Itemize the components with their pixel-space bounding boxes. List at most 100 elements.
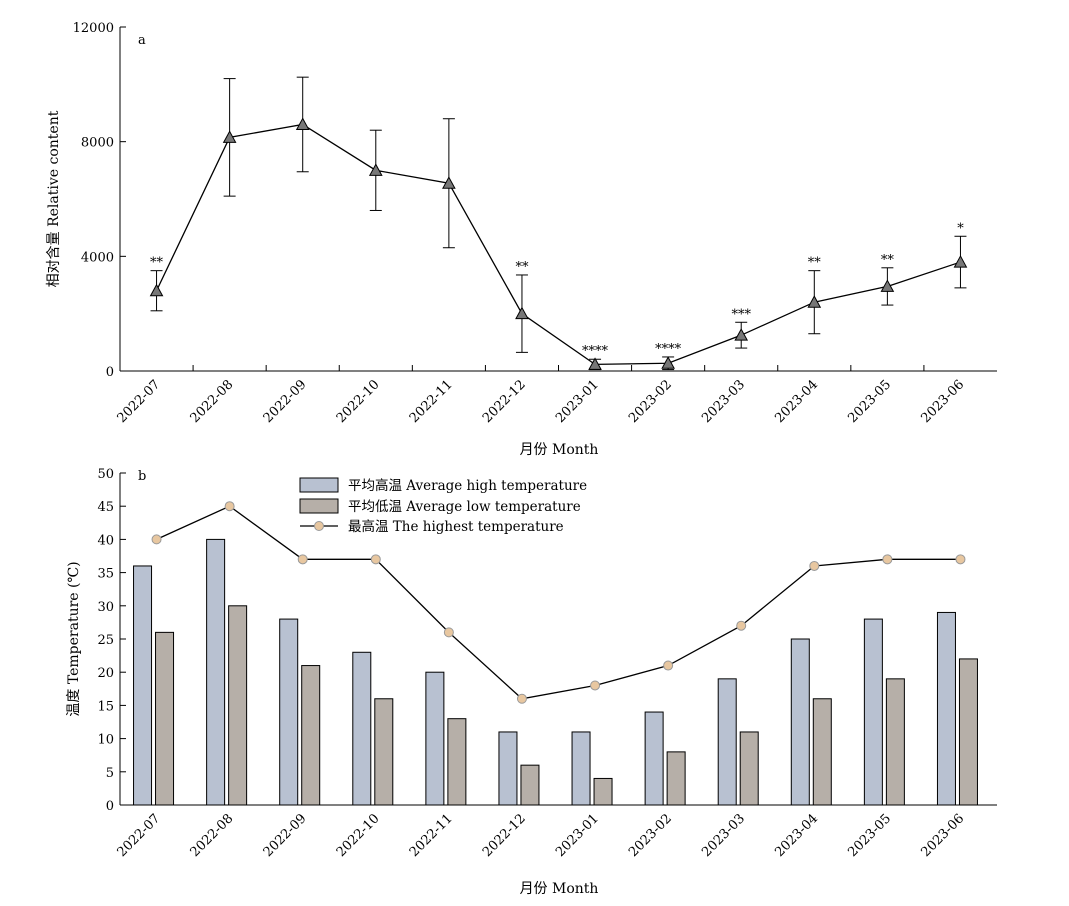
panel-b-y-axis-title: 温度 Temperature (℃): [66, 561, 82, 716]
panel-a-x-tick-label: 2023-03: [699, 377, 748, 426]
panel-a-x-tick-label: 2022-10: [334, 377, 383, 426]
panel-b-y-tick-label: 30: [97, 600, 114, 615]
panel-a-x-axis-title: 月份 Month: [520, 442, 599, 458]
panel-b-bar-average-low: [593, 777, 613, 806]
panel-a-significance-label: **: [881, 253, 895, 268]
panel-b-y-tick-label: 10: [97, 733, 114, 748]
panel-b-y-ticks: 0 5 10 15 20 25 30 35 40 45 50: [97, 467, 126, 814]
panel-b-y-tick-label: 40: [97, 533, 114, 548]
panel-a-x-tick-label: 2022-12: [480, 377, 529, 426]
panel-b-y-tick-label: 25: [97, 633, 114, 648]
panel-a-data-point: [442, 176, 456, 189]
panel-b-bar-average-high: [206, 538, 226, 806]
panel-b-x-tick-label: 2022-10: [334, 811, 383, 860]
panel-b-x-tick-label: 2022-11: [407, 811, 456, 860]
panel-b-bar-average-low: [447, 718, 467, 806]
panel-b-x-tick-label: 2023-05: [845, 811, 894, 860]
panel-b-y-tick-label: 15: [97, 699, 114, 714]
panel-a-significance-label: *: [957, 221, 964, 236]
panel-b-y-tick-label: 50: [97, 467, 114, 482]
panel-b-highest-temperature-point: [370, 554, 381, 565]
legend-swatch-average-low: [299, 498, 339, 514]
panel-a-y-ticks: 0 4000 8000 12000: [73, 21, 126, 380]
panel-b-bar-average-low: [739, 731, 759, 806]
panel-b-x-tick-label: 2023-03: [699, 811, 748, 860]
panel-b-bar-average-high: [352, 651, 372, 806]
panel-b-bar-average-high: [279, 618, 299, 806]
panel-a-data-point: [295, 117, 310, 130]
panel-b-bar-average-low: [520, 764, 540, 806]
panel-a-error-bars: [150, 76, 967, 371]
panel-a-markers: [149, 117, 968, 370]
panel-b-bar-average-low: [228, 605, 248, 806]
panel-a-data-point: [368, 163, 383, 176]
panel-b-y-tick-label: 45: [97, 500, 114, 515]
panel-b-bar-average-high: [790, 638, 810, 806]
panel-a-data-point: [734, 328, 749, 341]
panel-a-data-point: [588, 357, 602, 370]
panel-a-significance-labels: ** ****** ********* ***: [150, 221, 964, 359]
panel-a-y-axis-title: 相对含量 Relative content: [46, 110, 62, 287]
panel-b-y-tick-label: 20: [97, 666, 114, 681]
panel-b-bar-average-low: [958, 658, 978, 806]
legend-swatch-highest-marker: [314, 521, 324, 531]
panel-b-x-tick-label: 2022-12: [480, 811, 529, 860]
panel-b-highest-temperature-point: [590, 680, 601, 691]
panel-b-bar-average-low: [666, 751, 686, 806]
panel-b-bar-average-high: [863, 618, 883, 806]
panel-a-data-point: [807, 295, 822, 308]
panel-b-highest-temperature-point: [297, 554, 308, 565]
panel-b-bar-average-high: [571, 731, 591, 806]
panel-b-highest-temperature-point: [736, 620, 747, 631]
panel-b-label: b: [138, 469, 146, 484]
panel-a-significance-label: **: [808, 256, 822, 271]
panel-b-bars: [133, 538, 978, 806]
panel-b-bar-average-high: [936, 611, 956, 806]
panel-a-x-tick-label: 2023-01: [553, 377, 602, 426]
panel-a-x-tick-label: 2022-07: [115, 377, 164, 426]
panel-a-data-point: [149, 283, 164, 297]
panel-b-bar-average-high: [498, 731, 518, 806]
panel-b-x-tick-label: 2022-07: [115, 811, 164, 860]
panel-a-x-tick-label: 2022-09: [261, 377, 310, 426]
panel-b-bar-average-low: [301, 665, 321, 806]
panel-a-data-point: [222, 130, 237, 143]
panel-a-y-tick-label: 8000: [81, 136, 114, 151]
panel-a-label: a: [138, 33, 146, 48]
panel-b-bar-average-high: [644, 711, 664, 806]
panel-b-x-tick-label: 2022-09: [261, 811, 310, 860]
panel-b-y-tick-label: 0: [106, 799, 114, 814]
panel-a-x-tick-label: 2022-08: [188, 377, 237, 426]
panel-b-bar-average-low: [812, 698, 832, 806]
panel-a-x-tick-label: 2023-05: [845, 377, 894, 426]
legend-label-average-low: 平均低温 Average low temperature: [348, 499, 581, 515]
panel-a-series-line: [155, 123, 961, 366]
panel-b-y-tick-label: 35: [97, 567, 114, 582]
panel-b-y-tick-label: 5: [106, 766, 114, 781]
panel-b-highest-temperature-markers: [151, 501, 966, 704]
legend-label-highest: 最高温 The highest temperature: [348, 518, 564, 535]
panel-a-significance-label: **: [150, 256, 164, 271]
panel-a-data-point: [880, 279, 895, 292]
panel-a-x-tick-label: 2022-11: [407, 377, 456, 426]
panel-b-bar-average-low: [155, 631, 175, 806]
panel-b-x-axis-title: 月份 Month: [520, 881, 599, 897]
panel-a-y-tick-label: 0: [106, 365, 114, 380]
panel-b-x-tick-label: 2023-02: [626, 811, 675, 860]
panel-b-x-tick-label: 2022-08: [188, 811, 237, 860]
panel-a-significance-label: **: [515, 260, 529, 275]
panel-b-legend: 平均高温 Average high temperature 平均低温 Avera…: [299, 477, 587, 535]
panel-a-x-tick-label: 2023-06: [918, 377, 967, 426]
panel-b-bar-average-low: [374, 698, 394, 806]
panel-a-data-point: [953, 255, 968, 268]
panel-b-x-tick-label: 2023-04: [772, 811, 821, 860]
panel-a-significance-label: ****: [582, 344, 609, 359]
panel-a-significance-label: ****: [655, 342, 682, 357]
panel-a-data-point: [515, 306, 529, 320]
legend-swatch-average-high: [299, 477, 339, 493]
legend-label-average-high: 平均高温 Average high temperature: [348, 477, 587, 494]
panel-b-highest-temperature-point: [809, 560, 820, 571]
panel-b-highest-temperature-point: [882, 554, 893, 565]
panel-a-significance-label: ***: [731, 307, 751, 322]
